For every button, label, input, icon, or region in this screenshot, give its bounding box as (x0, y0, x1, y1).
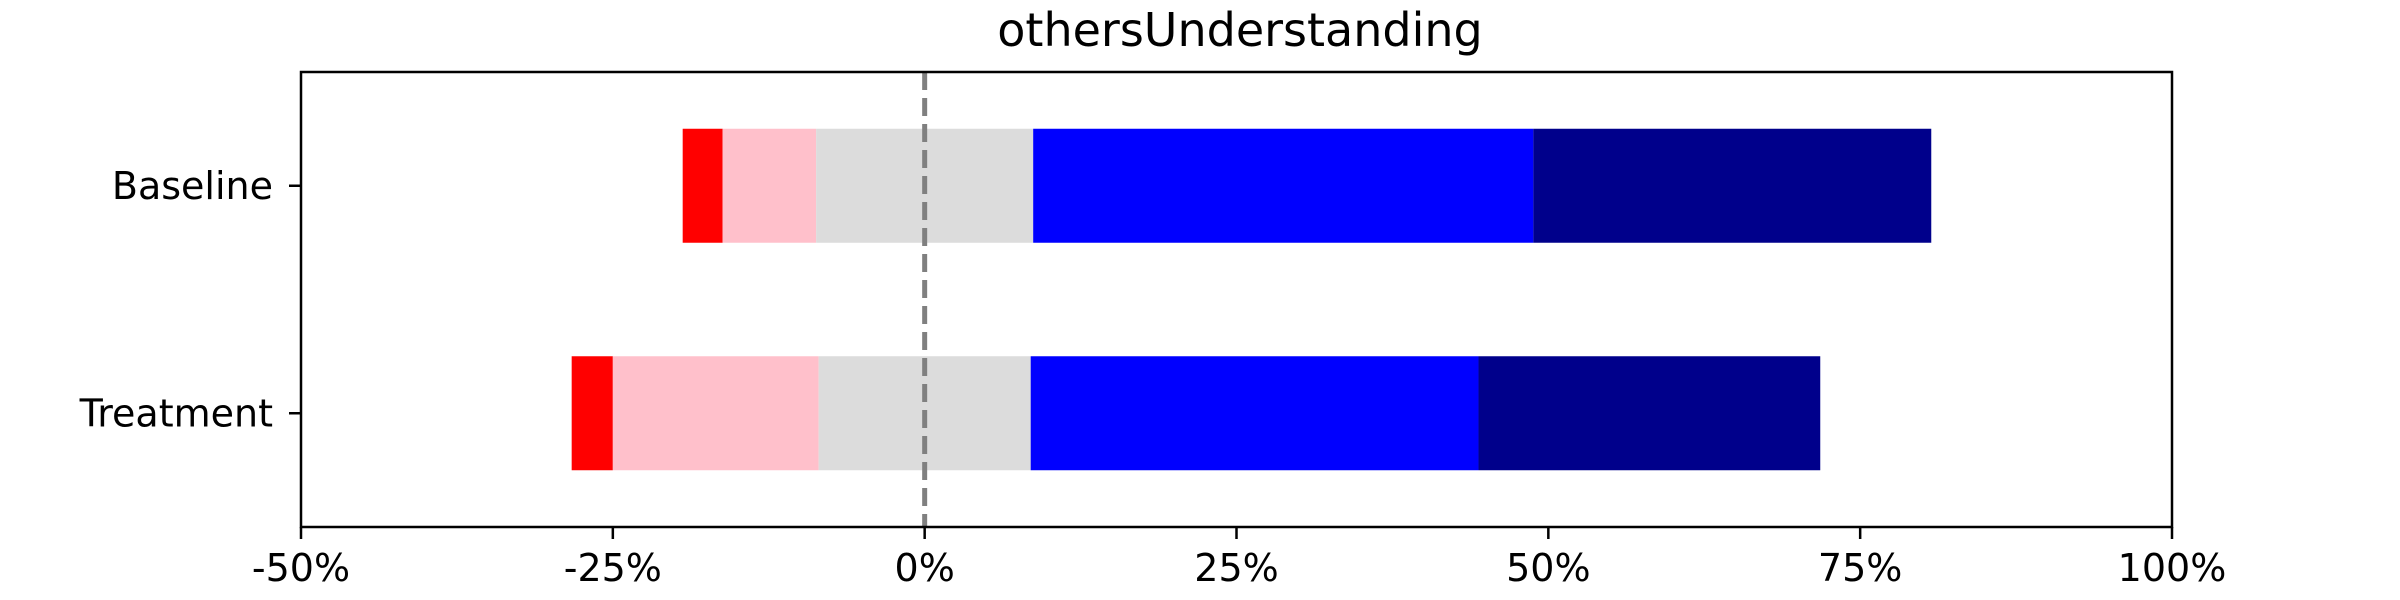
bar-segment-4-treatment (1030, 356, 1479, 471)
x-tick-label: 25% (1194, 546, 1278, 590)
x-tick-label: -50% (252, 546, 350, 590)
x-tick-label: 0% (895, 546, 955, 590)
bar-segment-1-baseline (682, 128, 723, 243)
y-axis: Baseline Treatment (79, 164, 301, 435)
x-tick-label: -25% (564, 546, 662, 590)
x-axis: -50% -25% 0% 25% 50% 75% 100% (252, 527, 2226, 590)
bar-segment-4-baseline (1033, 128, 1534, 243)
bar-segment-5-treatment (1478, 356, 1821, 471)
y-tick-label-treatment: Treatment (79, 391, 273, 435)
bar-segment-2-baseline (722, 128, 817, 243)
x-tick-label: 100% (2118, 546, 2227, 590)
bars-layer (571, 128, 1932, 471)
x-tick-label: 75% (1818, 546, 1902, 590)
bar-segment-5-baseline (1533, 128, 1932, 243)
chart-title: othersUnderstanding (997, 3, 1482, 57)
y-tick-label-baseline: Baseline (112, 164, 273, 208)
x-tick-label: 50% (1506, 546, 1590, 590)
bar-segment-1-treatment (571, 356, 613, 471)
bar-segment-2-treatment (612, 356, 819, 471)
